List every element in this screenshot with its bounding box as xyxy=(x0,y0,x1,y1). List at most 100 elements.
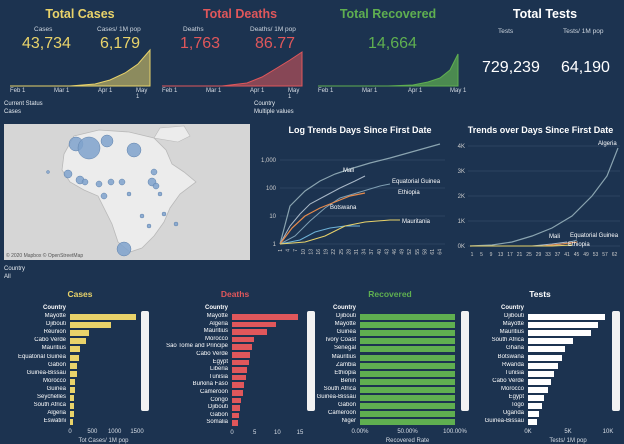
bar[interactable] xyxy=(528,330,591,337)
bar-row-label: Botswana xyxy=(497,353,524,360)
x-tick-label: 31 xyxy=(354,249,360,255)
bar-row-label: Gabon xyxy=(47,361,66,368)
recovered-bar-title: Recovered xyxy=(368,289,412,299)
bar[interactable] xyxy=(528,338,573,345)
recovered-sparkline xyxy=(318,53,459,87)
bar-row-label: Mauritius xyxy=(41,345,66,352)
bar-row-label: Mauritius xyxy=(499,329,524,336)
deaths-scrollbar[interactable] xyxy=(307,311,315,411)
bar[interactable] xyxy=(528,411,540,418)
bar[interactable] xyxy=(232,397,241,404)
cases-sparkline xyxy=(10,48,151,87)
bar[interactable] xyxy=(70,330,89,337)
deaths-bar-chart: Country Mayotte Algeria Mauritius Morocco Sao… xyxy=(158,300,308,441)
bar[interactable] xyxy=(360,346,455,353)
bar[interactable] xyxy=(360,395,455,402)
spark-tick: Mar 1 xyxy=(362,88,378,94)
bar[interactable] xyxy=(232,314,298,320)
log-y-tick: 1 xyxy=(273,242,277,248)
bar[interactable] xyxy=(232,412,239,419)
bar[interactable] xyxy=(360,338,455,345)
mauritania-line xyxy=(279,219,400,245)
bar[interactable] xyxy=(70,322,112,329)
bar-row-label: Sao Tome and Principe xyxy=(166,343,228,350)
cases-scrollbar[interactable] xyxy=(141,311,149,411)
bar[interactable] xyxy=(70,338,86,345)
bar[interactable] xyxy=(360,354,455,361)
bar[interactable] xyxy=(528,322,598,329)
bar[interactable] xyxy=(360,419,455,426)
bar-row-label: Rwanda xyxy=(501,361,524,368)
bar[interactable] xyxy=(528,314,606,321)
trend-chart: 4K 3K 2K 1K 0K Algeria Mali Equatorial G… xyxy=(458,141,620,258)
bar[interactable] xyxy=(232,329,268,335)
spark-tick: Apr 1 xyxy=(98,88,113,94)
x-tick-label: 53 xyxy=(593,252,599,258)
x-tick-label: 37 xyxy=(369,249,375,255)
cases-per-million-value: 6,179 xyxy=(100,35,141,52)
bar-x-tick: 1500 xyxy=(130,429,144,436)
bar[interactable] xyxy=(232,390,243,396)
bar[interactable] xyxy=(528,395,544,402)
bar[interactable] xyxy=(232,321,276,328)
bar[interactable] xyxy=(528,378,551,385)
bar[interactable] xyxy=(232,352,250,358)
x-tick-label: 29 xyxy=(536,252,542,258)
country-filter-value[interactable]: Multiple values xyxy=(254,109,294,115)
cases-label: Cases xyxy=(34,26,53,33)
trend-y-tick: 0K xyxy=(458,244,465,250)
bar[interactable] xyxy=(360,370,455,377)
bar[interactable] xyxy=(360,330,455,337)
bar[interactable] xyxy=(232,336,254,343)
bar[interactable] xyxy=(70,346,80,353)
bar[interactable] xyxy=(528,403,543,410)
recovered-scrollbar[interactable] xyxy=(461,311,469,411)
bar[interactable] xyxy=(360,378,455,385)
status-filter-value[interactable]: Cases xyxy=(4,109,22,115)
bar[interactable] xyxy=(70,354,80,361)
bar[interactable] xyxy=(360,411,455,418)
bar[interactable] xyxy=(232,359,249,366)
bar[interactable] xyxy=(70,419,73,426)
bar[interactable] xyxy=(232,344,252,350)
bar[interactable] xyxy=(70,362,78,369)
bar-row-label: Cabo Verde xyxy=(34,337,66,344)
bar[interactable] xyxy=(528,386,548,393)
case-bubbles xyxy=(46,134,179,257)
bar[interactable] xyxy=(528,346,566,353)
bar[interactable] xyxy=(360,362,455,369)
tests-scrollbar[interactable] xyxy=(612,311,620,411)
bar[interactable] xyxy=(70,314,137,321)
bar-row-label: Djibouti xyxy=(503,313,524,319)
bar[interactable] xyxy=(70,386,75,393)
bar[interactable] xyxy=(360,386,455,393)
cases-value: 43,734 xyxy=(22,35,71,52)
bar[interactable] xyxy=(360,403,455,410)
bar[interactable] xyxy=(232,405,240,411)
bar[interactable] xyxy=(528,370,554,377)
bar-x-tick: 10 xyxy=(273,430,281,436)
x-tick-label: 25 xyxy=(339,249,345,255)
bar[interactable] xyxy=(232,374,247,381)
kpi-sparklines xyxy=(10,48,459,87)
bar[interactable] xyxy=(70,395,75,402)
bar[interactable] xyxy=(70,403,74,410)
bar[interactable] xyxy=(360,314,455,321)
bar[interactable] xyxy=(70,370,77,377)
africa-map[interactable]: © 2020 Mapbox © OpenStreetMap xyxy=(4,124,250,260)
country-filter-2-value[interactable]: All xyxy=(4,274,11,280)
bar[interactable] xyxy=(528,354,563,361)
bar[interactable] xyxy=(528,419,538,426)
cases-spark-axis: Feb 1 Mar 1 Apr 1 May 1 xyxy=(10,88,150,100)
x-tick-label: 4 xyxy=(286,249,292,252)
bar[interactable] xyxy=(360,322,455,329)
bar[interactable] xyxy=(70,411,74,418)
bar[interactable] xyxy=(232,420,238,426)
bar[interactable] xyxy=(232,382,245,388)
bar[interactable] xyxy=(70,378,76,385)
bar-x-tick: 100.00% xyxy=(443,429,467,436)
bar[interactable] xyxy=(528,362,558,369)
bar[interactable] xyxy=(232,367,248,373)
spark-tick: Mar 1 xyxy=(54,88,70,94)
country-column-header: Country xyxy=(501,305,524,311)
